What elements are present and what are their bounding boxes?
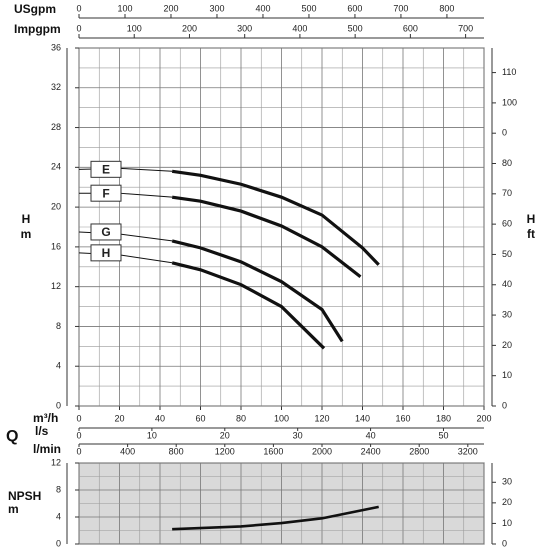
x-tick-label: 100	[274, 413, 289, 423]
top-tick-label: 0	[76, 23, 81, 33]
top-tick-label: 700	[393, 3, 408, 13]
bottom-tick-label: 1600	[263, 446, 283, 456]
y-tick-label: 8	[56, 321, 61, 331]
curve-label-box	[90, 223, 122, 241]
curve-label-box	[90, 160, 122, 178]
y2-tick-label: 40	[502, 279, 512, 289]
y2-tick-label: 70	[502, 188, 512, 198]
bottom-tick-label: 2000	[312, 446, 332, 456]
npsh-label: NPSH	[8, 489, 41, 503]
top-tick-label: 200	[163, 3, 178, 13]
top-tick-label: 0	[76, 3, 81, 13]
legend-label: E	[102, 162, 110, 176]
x-tick-label: 40	[155, 413, 165, 423]
y2-tick-label: 10	[502, 518, 512, 528]
y2-label: ft	[527, 227, 535, 241]
y2-tick-label: 60	[502, 219, 512, 229]
legend-label: G	[101, 225, 110, 239]
y-label: m	[21, 227, 32, 241]
bottom-axis-label: l/min	[33, 442, 61, 456]
top-tick-label: 400	[292, 23, 307, 33]
top-tick-label: 600	[347, 3, 362, 13]
top-tick-label: 300	[237, 23, 252, 33]
y2-tick-label: 20	[502, 340, 512, 350]
x-tick-label: 140	[355, 413, 370, 423]
y2-tick-label: 0	[502, 128, 507, 138]
bottom-tick-label: 2400	[361, 446, 381, 456]
y2-tick-label: 30	[502, 477, 512, 487]
bottom-tick-label: 0	[76, 430, 81, 440]
y-tick-label: 28	[51, 122, 61, 132]
y2-tick-label: 50	[502, 249, 512, 259]
y-tick-label: 0	[56, 538, 61, 548]
y2-tick-label: 20	[502, 497, 512, 507]
q-label: Q	[6, 428, 18, 445]
npsh-label: m	[8, 502, 19, 516]
top-tick-label: 100	[127, 23, 142, 33]
bottom-tick-label: 2800	[409, 446, 429, 456]
bottom-tick-label: 1200	[215, 446, 235, 456]
curve	[171, 195, 362, 278]
top-tick-label: 300	[209, 3, 224, 13]
y-label: H	[22, 212, 31, 226]
curve-label-box	[90, 244, 122, 262]
x-label: m³/h	[33, 411, 58, 425]
top-tick-label: 800	[439, 3, 454, 13]
legend-label: F	[102, 186, 109, 200]
bottom-tick-label: 800	[169, 446, 184, 456]
x-tick-label: 60	[195, 413, 205, 423]
y-tick-label: 24	[51, 162, 61, 172]
y-tick-label: 12	[51, 457, 61, 467]
y2-tick-label: 30	[502, 309, 512, 319]
top-tick-label: 500	[348, 23, 363, 33]
bottom-tick-label: 40	[366, 430, 376, 440]
y-tick-label: 8	[56, 484, 61, 494]
y2-tick-label: 0	[502, 400, 507, 410]
y2-tick-label: 0	[502, 538, 507, 548]
top-tick-label: 600	[403, 23, 418, 33]
y2-tick-label: 10	[502, 370, 512, 380]
x-tick-label: 160	[395, 413, 410, 423]
bottom-tick-label: 0	[76, 446, 81, 456]
bottom-tick-label: 400	[120, 446, 135, 456]
y2-tick-label: 100	[502, 97, 517, 107]
y-tick-label: 4	[56, 511, 61, 521]
bottom-axis-label: l/s	[35, 424, 49, 438]
top-tick-label: 200	[182, 23, 197, 33]
x-tick-label: 0	[76, 413, 81, 423]
top-tick-label: 100	[117, 3, 132, 13]
top-tick-label: 500	[301, 3, 316, 13]
legend-label: H	[102, 246, 111, 260]
bottom-tick-label: 20	[220, 430, 230, 440]
y-tick-label: 0	[56, 400, 61, 410]
curve-label-box	[90, 184, 122, 202]
x-tick-label: 180	[436, 413, 451, 423]
y2-tick-label: 80	[502, 158, 512, 168]
bottom-tick-label: 3200	[458, 446, 478, 456]
curve	[171, 239, 344, 343]
npsh-curve	[172, 505, 379, 531]
x-tick-label: 200	[476, 413, 491, 423]
top-axis-label: USgpm	[14, 2, 56, 16]
y-tick-label: 36	[51, 42, 61, 52]
y-tick-label: 16	[51, 241, 61, 251]
curve	[171, 169, 380, 266]
y2-label: H	[527, 212, 536, 226]
y2-tick-label: 110	[502, 67, 516, 77]
x-tick-label: 120	[314, 413, 329, 423]
y-tick-label: 4	[56, 361, 61, 371]
curve	[171, 261, 326, 350]
top-axis-label: Impgpm	[14, 22, 61, 36]
y-tick-label: 20	[51, 201, 61, 211]
bottom-tick-label: 30	[293, 430, 303, 440]
x-tick-label: 80	[236, 413, 246, 423]
y-tick-label: 12	[51, 281, 61, 291]
y-tick-label: 32	[51, 82, 61, 92]
bottom-tick-label: 50	[438, 430, 448, 440]
x-tick-label: 20	[114, 413, 124, 423]
bottom-tick-label: 10	[147, 430, 157, 440]
top-tick-label: 400	[255, 3, 270, 13]
top-tick-label: 700	[458, 23, 473, 33]
